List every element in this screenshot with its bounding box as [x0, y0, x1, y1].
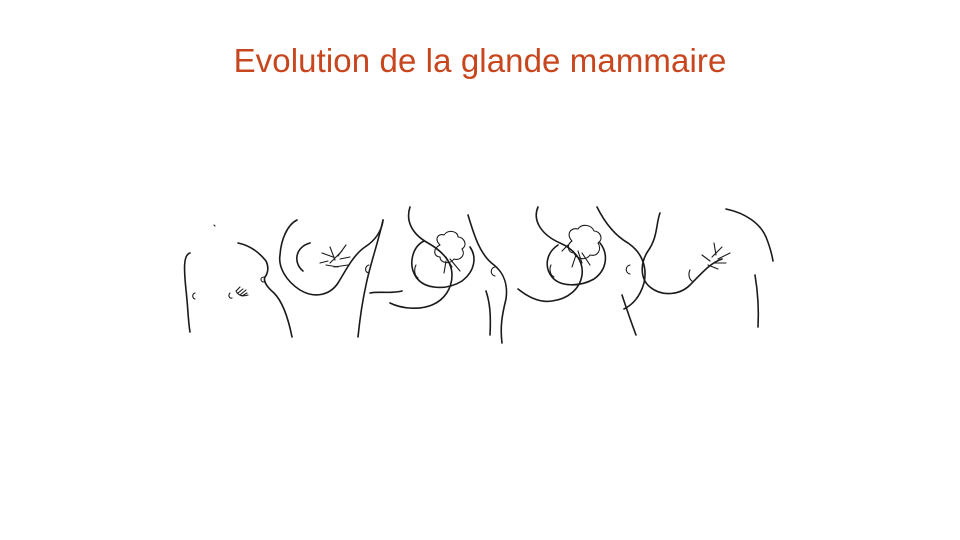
- stage-5-profile: [517, 206, 646, 336]
- stage-3-gland: [319, 244, 351, 268]
- stage-2-profile: [228, 242, 293, 338]
- stage-5-gland: [561, 224, 602, 268]
- stage-6-gland: [701, 242, 731, 270]
- stage-4-profile: [369, 206, 508, 344]
- stage-3-profile: [278, 219, 384, 338]
- stage-2-gland-bud: [235, 286, 249, 297]
- stage-6-profile: [641, 208, 774, 328]
- stage-4-gland: [434, 230, 466, 274]
- breast-evolution-illustration: [170, 195, 790, 355]
- breast-evolution-drawing: [183, 206, 774, 344]
- slide-title: Evolution de la glande mammaire: [233, 42, 727, 79]
- stage-1-profile: [183, 224, 216, 333]
